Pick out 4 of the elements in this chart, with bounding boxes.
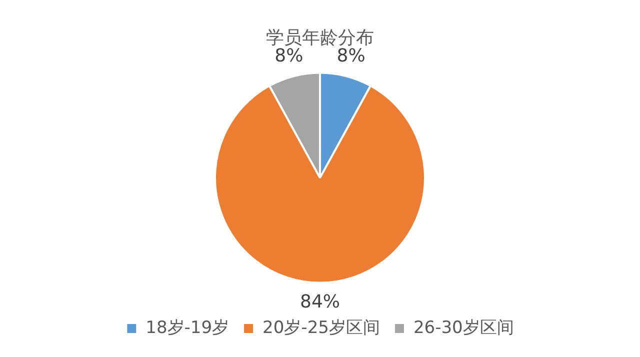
legend-label: 20岁-25岁区间 <box>262 318 380 338</box>
legend-label: 26-30岁区间 <box>413 318 514 338</box>
legend-label: 18岁-19岁 <box>146 318 230 338</box>
data-label: 84% <box>300 291 340 312</box>
